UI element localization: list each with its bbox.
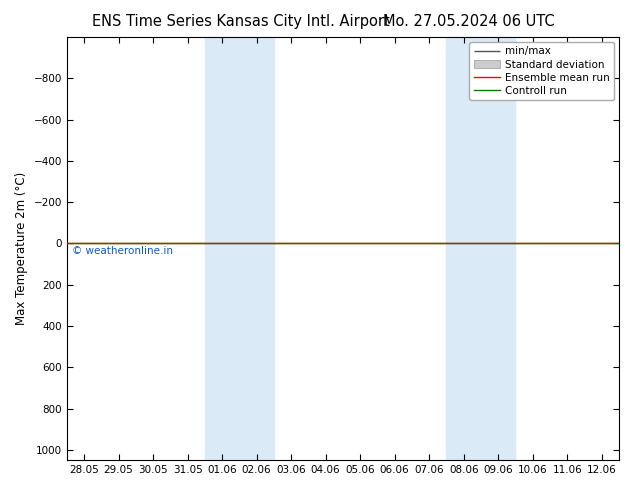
Text: © weatheronline.in: © weatheronline.in <box>72 245 173 256</box>
Text: Mo. 27.05.2024 06 UTC: Mo. 27.05.2024 06 UTC <box>384 14 555 29</box>
Legend: min/max, Standard deviation, Ensemble mean run, Controll run: min/max, Standard deviation, Ensemble me… <box>469 42 614 100</box>
Bar <box>205 37 274 460</box>
Bar <box>446 37 515 460</box>
Y-axis label: Max Temperature 2m (°C): Max Temperature 2m (°C) <box>15 172 28 325</box>
Text: ENS Time Series Kansas City Intl. Airport: ENS Time Series Kansas City Intl. Airpor… <box>92 14 390 29</box>
